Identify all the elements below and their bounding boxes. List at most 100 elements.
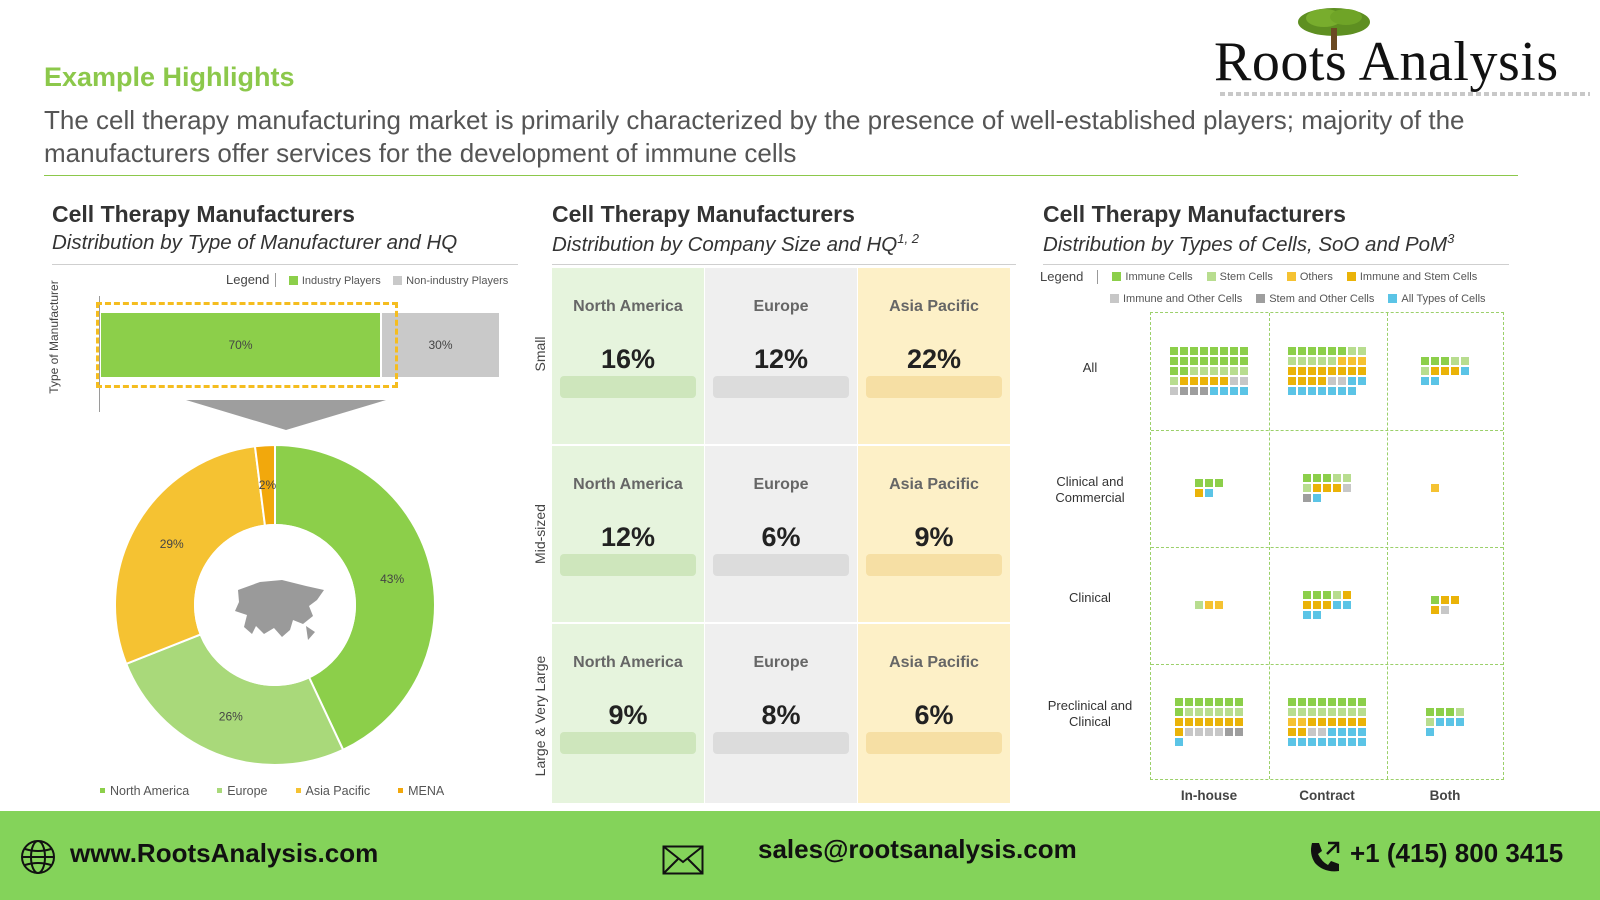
waffle-square-all-types	[1318, 386, 1326, 395]
waffle-square-immune	[1323, 590, 1331, 599]
waffle-square-immune	[1180, 366, 1188, 375]
waffle-square-immune-stem	[1195, 717, 1203, 726]
funnel-arrow	[186, 400, 386, 430]
waffle-square-stem	[1343, 473, 1351, 482]
waffle-square-immune-stem	[1431, 605, 1439, 614]
waffle-square-others	[1298, 717, 1306, 726]
waffle-square-others	[1348, 356, 1356, 365]
waffle-square-immune-other	[1230, 376, 1238, 385]
legend-item-north-america: North America	[100, 784, 189, 798]
waffle-square-immune	[1323, 473, 1331, 482]
legend-item-all-types: All Types of Cells	[1388, 293, 1486, 305]
waffle-square-immune-stem	[1175, 727, 1183, 736]
waffle-square-immune	[1220, 346, 1228, 355]
waffle-square-immune-stem	[1313, 483, 1321, 492]
waffle-square-immune-stem	[1235, 717, 1243, 726]
panel1-divider	[52, 264, 518, 265]
waffle-square-immune	[1170, 356, 1178, 365]
legend-item-non-industry: Non-industry Players	[393, 275, 508, 287]
waffle-square-immune	[1313, 473, 1321, 482]
waffle-square-immune-other	[1441, 605, 1449, 614]
cell-mid-north-america: North America 12%	[552, 446, 704, 622]
waffle-square-immune-stem	[1323, 483, 1331, 492]
matrix-col-label-both: Both	[1429, 788, 1461, 803]
waffle-clinical-commercial-both	[1431, 483, 1459, 492]
waffle-square-immune	[1175, 697, 1183, 706]
waffle-square-all-types	[1358, 737, 1366, 746]
panel3-title: Cell Therapy Manufacturers	[1043, 201, 1346, 227]
donut-label-mena: 2%	[259, 478, 277, 492]
cell-mid-europe: Europe 6%	[705, 446, 857, 622]
waffle-square-immune	[1308, 697, 1316, 706]
waffle-square-stem	[1225, 707, 1233, 716]
waffle-square-stem-other	[1225, 727, 1233, 736]
waffle-square-all-types	[1328, 386, 1336, 395]
waffle-square-immune	[1288, 697, 1296, 706]
legend-item-immune: Immune Cells	[1112, 271, 1193, 283]
row-label-small: Small	[532, 336, 548, 372]
cell-mid-asia-pacific: Asia Pacific 9%	[858, 446, 1010, 622]
waffle-square-immune-stem	[1288, 727, 1296, 736]
waffle-square-stem	[1308, 707, 1316, 716]
waffle-square-stem	[1333, 590, 1341, 599]
panel3-divider	[1043, 264, 1509, 265]
globe-icon	[21, 840, 55, 874]
headline-divider	[44, 175, 1518, 176]
waffle-square-immune	[1358, 697, 1366, 706]
waffle-square-immune	[1215, 697, 1223, 706]
waffle-square-immune	[1180, 346, 1188, 355]
waffle-square-immune-other	[1343, 483, 1351, 492]
website-link[interactable]: www.RootsAnalysis.com	[70, 838, 379, 868]
legend-item-immune-stem: Immune and Stem Cells	[1346, 271, 1477, 283]
waffle-square-immune-stem	[1205, 717, 1213, 726]
waffle-square-all-types	[1338, 386, 1346, 395]
waffle-square-stem	[1421, 366, 1429, 375]
waffle-square-others	[1215, 600, 1223, 609]
waffle-square-all-types	[1461, 366, 1469, 375]
email-link[interactable]: sales@rootsanalysis.com	[758, 834, 1077, 864]
legend-item-industry: Industry Players	[288, 275, 381, 287]
legend-item-europe: Europe	[217, 784, 268, 798]
waffle-square-immune-other	[1170, 386, 1178, 395]
phone-number[interactable]: +1 (415) 800 3415	[1350, 838, 1564, 868]
legend-title: Legend	[1040, 269, 1084, 284]
waffle-square-stem-other	[1200, 386, 1208, 395]
tree-logo-icon	[1298, 8, 1370, 50]
waffle-square-immune	[1426, 707, 1434, 716]
waffle-preclinical-clinical-contract	[1288, 697, 1366, 746]
waffle-square-immune	[1431, 356, 1439, 365]
waffle-square-immune-stem	[1308, 717, 1316, 726]
waffle-square-stem	[1230, 366, 1238, 375]
waffle-square-stem	[1451, 356, 1459, 365]
donut-legend: North America Europe Asia Pacific MENA	[100, 784, 444, 798]
waffle-square-immune	[1220, 356, 1228, 365]
waffle-square-all-types	[1308, 386, 1316, 395]
waffle-square-stem	[1308, 356, 1316, 365]
waffle-square-immune	[1195, 478, 1203, 487]
hq-donut-chart: 43% 26% 29% 2%	[114, 443, 436, 766]
waffle-square-immune	[1225, 697, 1233, 706]
waffle-square-immune-other	[1205, 727, 1213, 736]
matrix-row-label-all: All	[1082, 360, 1098, 375]
waffle-square-stem	[1190, 366, 1198, 375]
waffle-square-stem	[1215, 707, 1223, 716]
waffle-square-immune	[1230, 356, 1238, 365]
waffle-square-all-types	[1175, 737, 1183, 746]
waffle-square-immune	[1240, 356, 1248, 365]
waffle-square-immune	[1210, 356, 1218, 365]
waffle-square-immune	[1436, 707, 1444, 716]
waffle-square-all-types	[1308, 737, 1316, 746]
waffle-square-stem	[1195, 707, 1203, 716]
waffle-square-immune	[1288, 346, 1296, 355]
waffle-square-immune-stem	[1215, 717, 1223, 726]
waffle-square-stem-other	[1180, 386, 1188, 395]
waffle-square-immune	[1190, 346, 1198, 355]
waffle-square-stem	[1288, 356, 1296, 365]
waffle-square-all-types	[1431, 376, 1439, 385]
waffle-square-immune	[1313, 590, 1321, 599]
legend-item-asia-pacific: Asia Pacific	[295, 784, 370, 798]
waffle-square-all-types	[1288, 737, 1296, 746]
waffle-square-all-types	[1421, 376, 1429, 385]
waffle-square-immune	[1185, 697, 1193, 706]
waffle-square-stem	[1298, 356, 1306, 365]
